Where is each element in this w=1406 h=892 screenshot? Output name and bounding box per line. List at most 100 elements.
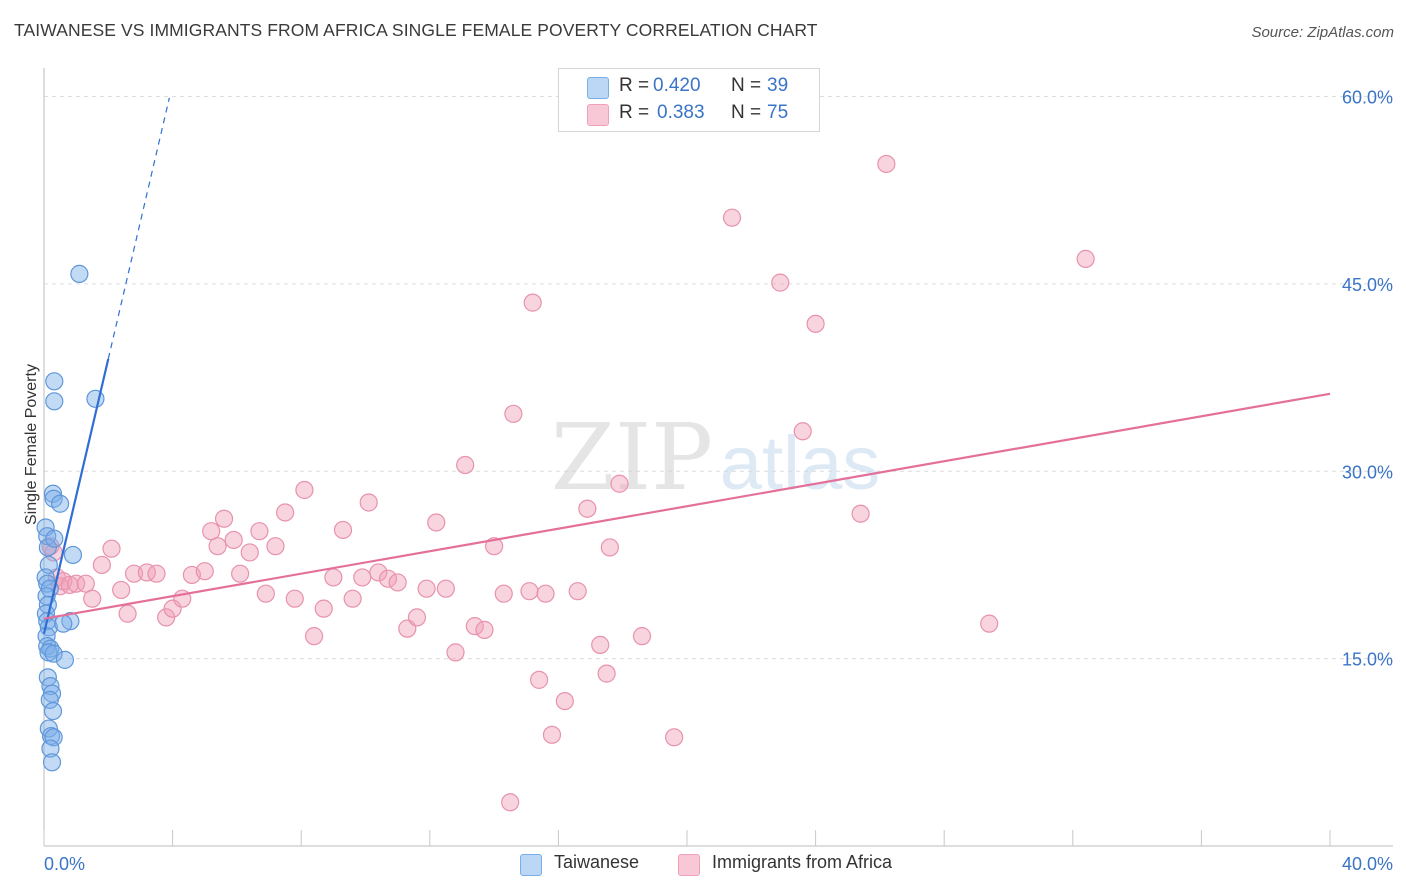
africa-point-60 [555,691,574,711]
africa-point-75 [1076,249,1095,268]
y-axis-title: Single Female Poverty [23,364,40,525]
y-tick-label-3: 60.0% [1342,88,1393,108]
bottom-africa-swatch [678,854,700,876]
africa-r-label: R = [619,102,650,123]
africa-point-49 [456,455,475,475]
africa-point-12 [118,604,137,623]
taiwanese-point-36 [45,392,64,411]
watermark: ZIP atlas [551,404,880,511]
africa-point-40 [369,563,388,582]
source-credit: Source: ZipAtlas.com [1251,24,1394,41]
africa-point-22 [208,537,227,556]
africa-point-30 [276,503,295,522]
africa-point-70 [793,422,812,441]
africa-point-47 [436,579,455,598]
taiwanese-point-4 [36,568,55,587]
africa-point-33 [304,627,324,646]
africa-point-37 [343,589,362,608]
stats-legend: R = 0.420 N = 39 R = 0.383 N = 75 [558,68,820,132]
africa-trendline [43,392,1331,620]
africa-point-31 [285,589,304,608]
africa-point-15 [147,564,166,583]
bottom-taiwanese-label: Taiwanese [554,852,640,872]
africa-point-10 [102,539,121,558]
africa-point-39 [359,493,378,512]
y-tick-label-2: 45.0% [1342,275,1393,295]
africa-swatch [587,104,609,126]
bottom-legend-africa: Immigrants from Africa [678,851,928,877]
bottom-legend-taiwanese: Taiwanese [520,851,660,877]
africa-point-48 [446,643,465,662]
africa-point-25 [231,564,250,583]
africa-point-72 [851,504,870,523]
africa-point-65 [610,474,629,493]
taiwanese-point-37 [45,372,64,391]
africa-point-13 [124,564,144,583]
chart-title: TAIWANESE VS IMMIGRANTS FROM AFRICA SING… [14,20,818,40]
africa-point-67 [665,728,684,747]
africa-point-61 [568,582,587,601]
africa-point-50 [465,617,484,636]
africa-point-23 [214,509,234,528]
taiwanese-trendline [42,358,110,634]
africa-point-24 [224,530,243,550]
taiwanese-trendline-extension [107,97,170,359]
africa-point-11 [112,580,131,600]
taiwanese-point-16 [44,644,63,663]
bottom-africa-label: Immigrants from Africa [712,852,893,872]
africa-point-63 [591,635,610,654]
africa-point-52 [485,537,504,556]
africa-n-value: 75 [767,102,789,123]
africa-n-label: N = [731,102,762,123]
taiwanese-n-value: 39 [767,75,789,96]
africa-point-5 [60,575,79,595]
africa-point-58 [536,584,555,603]
africa-point-38 [353,568,372,587]
africa-point-56 [523,293,542,312]
taiwanese-point-24 [44,728,63,747]
africa-point-17 [163,599,182,618]
taiwanese-point-26 [42,753,62,772]
y-tick-labels: 15.0% 30.0% 45.0% 60.0% [1342,88,1393,670]
africa-point-62 [578,499,597,518]
taiwanese-point-29 [50,494,70,513]
africa-r-value: 0.383 [657,102,705,123]
africa-point-29 [266,537,285,556]
africa-point-64 [600,538,619,557]
taiwanese-point-18 [41,677,60,696]
africa-point-35 [324,568,343,587]
taiwanese-point-21 [43,701,63,721]
africa-point-46 [427,513,446,532]
africa-point-66 [632,627,652,646]
y-tick-label-1: 30.0% [1342,462,1393,482]
africa-point-9 [92,555,111,575]
africa-point-42 [388,573,407,592]
africa-point-14 [137,563,156,582]
taiwanese-point-13 [38,637,57,656]
taiwanese-point-32 [61,612,80,631]
africa-point-7 [76,574,95,593]
taiwanese-r-value: 0.420 [653,75,701,96]
taiwanese-point-20 [40,690,59,709]
taiwanese-point-30 [45,529,64,548]
trendlines [42,97,1331,634]
africa-point-45 [417,579,436,598]
taiwanese-n-label: N = [731,75,762,96]
taiwanese-r-label: R = [619,75,650,96]
africa-point-77 [501,793,520,812]
taiwanese-swatch [587,77,609,99]
axes [43,68,1393,847]
x-tick-label-min: 0.0% [44,854,85,874]
africa-point-73 [877,154,896,174]
africa-point-21 [202,522,221,541]
africa-point-55 [520,582,539,601]
y-tick-label-0: 15.0% [1342,650,1393,670]
africa-point-32 [295,480,314,500]
taiwanese-point-27 [43,484,63,503]
taiwanese-point-22 [39,719,58,738]
taiwanese-point-25 [41,739,60,758]
africa-point-76 [597,664,616,683]
africa-point-8 [83,589,102,608]
watermark-atlas: atlas [720,421,881,506]
